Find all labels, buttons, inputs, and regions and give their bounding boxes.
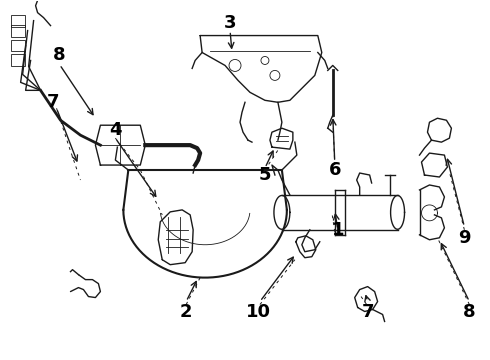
- Bar: [11, 15, 24, 27]
- Text: 1: 1: [332, 221, 344, 239]
- Bar: [11, 24, 24, 37]
- Text: 5: 5: [259, 166, 271, 184]
- Bar: [11, 40, 24, 51]
- Text: 2: 2: [180, 303, 193, 321]
- Text: 6: 6: [328, 161, 341, 179]
- Text: 7: 7: [46, 93, 59, 111]
- Text: 7: 7: [362, 303, 374, 321]
- Text: 3: 3: [224, 14, 236, 32]
- Text: 8: 8: [463, 303, 476, 321]
- Text: 10: 10: [245, 303, 270, 321]
- Text: 8: 8: [53, 46, 66, 64]
- Text: 4: 4: [109, 121, 122, 139]
- Text: 9: 9: [458, 229, 470, 247]
- Bar: [11, 54, 24, 67]
